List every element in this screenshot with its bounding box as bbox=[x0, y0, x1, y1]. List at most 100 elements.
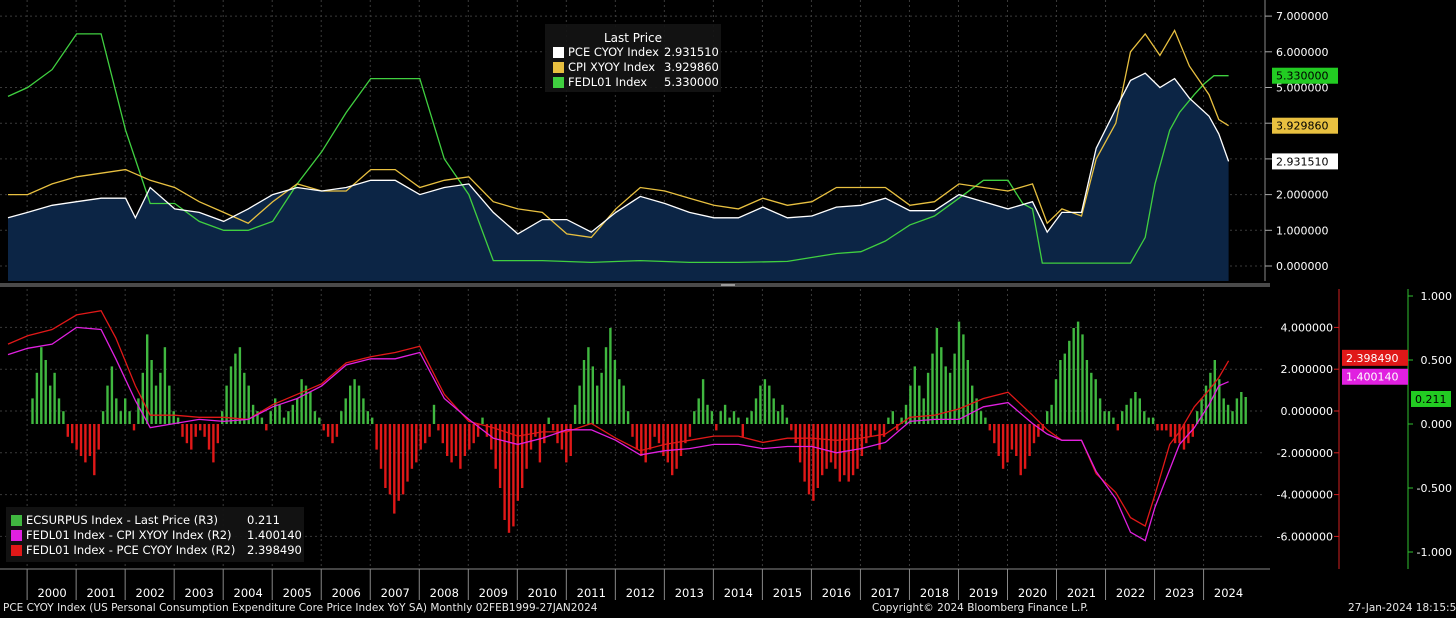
surprise-bar bbox=[693, 411, 696, 424]
x-tick-label: 2003 bbox=[185, 586, 214, 600]
surprise-bar bbox=[287, 411, 290, 424]
surprise-last-tag-bg bbox=[1411, 390, 1451, 407]
surprise-bar bbox=[935, 328, 939, 424]
surprise-bar bbox=[918, 385, 921, 424]
surprise-bar bbox=[454, 424, 458, 456]
surprise-bar bbox=[551, 424, 555, 431]
surprise-bar bbox=[825, 424, 828, 469]
surprise-bar bbox=[1196, 411, 1199, 424]
surprise-bar bbox=[812, 424, 815, 501]
surprise-bar bbox=[878, 424, 881, 450]
surprise-bar bbox=[247, 385, 250, 424]
legend-swatch bbox=[11, 545, 22, 556]
footer-timestamp: 27-Jan-2024 18:15:50 bbox=[1348, 602, 1456, 614]
surprise-bar bbox=[146, 334, 149, 424]
surprise-bar bbox=[1156, 424, 1159, 431]
surprise-bar bbox=[763, 379, 767, 424]
surprise-bar bbox=[71, 424, 74, 444]
x-tick-label: 2007 bbox=[381, 586, 410, 600]
surprise-bar bbox=[75, 424, 78, 450]
x-tick-label: 2015 bbox=[773, 586, 802, 600]
x-tick-label: 2008 bbox=[430, 586, 459, 600]
legend-swatch bbox=[553, 47, 564, 58]
surprise-bar bbox=[225, 385, 228, 424]
surprise-bar bbox=[1222, 398, 1225, 424]
surprise-bar bbox=[137, 398, 140, 424]
surprise-bar bbox=[1028, 424, 1031, 456]
fedl01-last-tag: 5.330000 bbox=[1276, 70, 1329, 83]
surprise-bar bbox=[128, 411, 131, 424]
x-tick-label: 2016 bbox=[822, 586, 851, 600]
surprise-bar bbox=[1129, 398, 1133, 424]
x-tick-label: 2002 bbox=[136, 586, 165, 600]
surprise-bar bbox=[229, 366, 233, 424]
y-tick-label: 7.000000 bbox=[1276, 10, 1329, 23]
surprise-bar bbox=[216, 424, 219, 444]
surprise-bar bbox=[746, 417, 749, 424]
r2-tick-label: -4.000000 bbox=[1277, 489, 1333, 502]
surprise-bar bbox=[715, 424, 718, 431]
legend-value: 1.400140 bbox=[247, 528, 302, 542]
surprise-bar bbox=[366, 411, 369, 424]
surprise-bar bbox=[684, 424, 687, 444]
surprise-bar bbox=[335, 424, 339, 437]
surprise-bar bbox=[794, 424, 797, 444]
surprise-bar bbox=[860, 424, 864, 456]
surprise-bar bbox=[212, 424, 215, 463]
surprise-bar bbox=[344, 398, 347, 424]
bottom-legend-box bbox=[6, 507, 304, 562]
surprise-bar bbox=[675, 424, 678, 469]
legend-value: 2.931510 bbox=[664, 45, 719, 59]
surprise-bar bbox=[1231, 411, 1234, 424]
surprise-bar bbox=[926, 372, 930, 424]
legend-value: 2.398490 bbox=[247, 543, 302, 557]
surprise-bar bbox=[168, 385, 171, 424]
surprise-bar bbox=[1226, 404, 1230, 424]
surprise-bar bbox=[1041, 424, 1044, 431]
surprise-bar bbox=[1240, 392, 1243, 424]
x-tick-label: 2020 bbox=[1018, 586, 1047, 600]
surprise-bar bbox=[476, 424, 480, 437]
surprise-bar bbox=[357, 385, 361, 424]
surprise-bar bbox=[185, 424, 189, 444]
axes: 7.0000006.0000005.0000004.0000003.000000… bbox=[1264, 0, 1452, 569]
surprise-bar bbox=[141, 372, 144, 424]
top-panel-plot bbox=[7, 28, 1230, 281]
y-tick-label: 2.000000 bbox=[1276, 189, 1329, 202]
surprise-bar bbox=[891, 411, 894, 424]
surprise-bar bbox=[1037, 424, 1040, 437]
divider-grip[interactable] bbox=[721, 284, 735, 286]
surprise-bar bbox=[1054, 379, 1058, 424]
x-tick-label: 2006 bbox=[332, 586, 361, 600]
surprise-bar bbox=[896, 424, 899, 431]
surprise-bar bbox=[772, 398, 775, 424]
surprise-bar bbox=[119, 411, 122, 424]
surprise-bar bbox=[282, 417, 286, 424]
panel-divider[interactable] bbox=[0, 283, 1270, 287]
surprise-bar bbox=[798, 424, 802, 463]
surprise-bar bbox=[565, 424, 568, 463]
surprise-bar bbox=[1103, 411, 1106, 424]
surprise-bar bbox=[251, 404, 255, 424]
r3-tick-label: -0.500 bbox=[1417, 482, 1452, 495]
surprise-bar bbox=[207, 424, 211, 450]
surprise-bar bbox=[666, 424, 669, 463]
surprise-bar bbox=[269, 411, 272, 424]
surprise-bar bbox=[525, 424, 528, 469]
surprise-bar bbox=[459, 424, 462, 469]
surprise-bar bbox=[1173, 424, 1177, 444]
surprise-bar bbox=[657, 424, 661, 444]
fed-pce-last-tag: 2.398490 bbox=[1346, 352, 1399, 365]
r3-tick-label: -1.000 bbox=[1417, 546, 1452, 559]
surprise-bar bbox=[534, 424, 537, 437]
surprise-bar bbox=[406, 424, 409, 482]
surprise-bar bbox=[697, 398, 700, 424]
surprise-bar bbox=[88, 424, 92, 456]
surprise-bar bbox=[163, 347, 167, 424]
surprise-bar bbox=[1160, 424, 1164, 431]
surprise-bar bbox=[873, 424, 877, 431]
surprise-bar bbox=[150, 360, 153, 424]
surprise-bar bbox=[631, 424, 634, 437]
surprise-bar bbox=[472, 424, 475, 444]
surprise-bar bbox=[31, 398, 34, 424]
